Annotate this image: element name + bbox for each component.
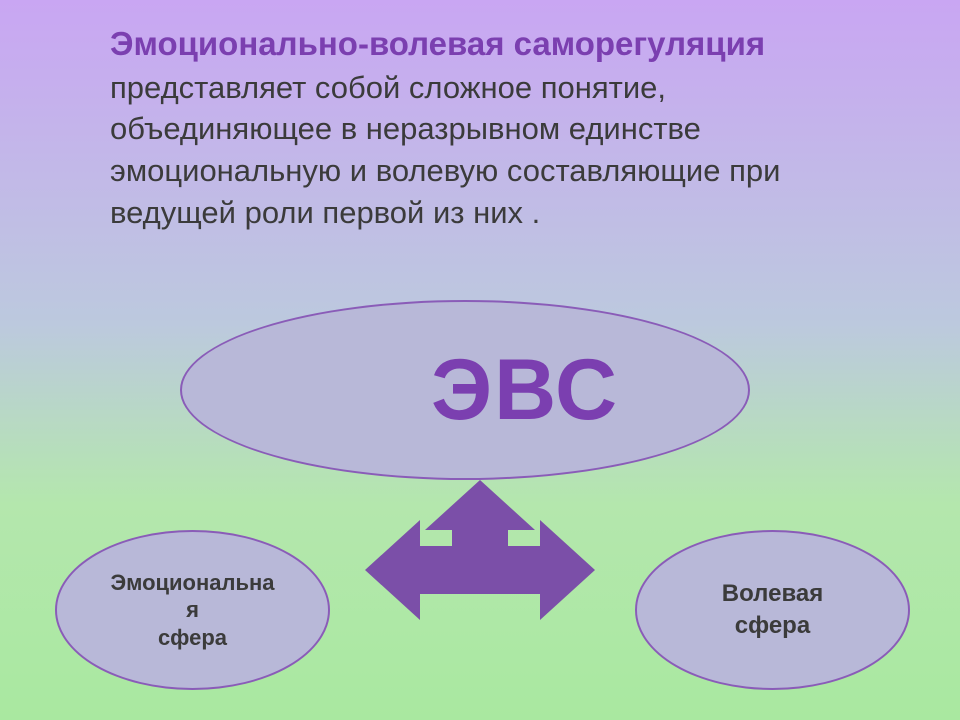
arrows-icon xyxy=(361,476,599,624)
left-node-line1: Эмоциональна xyxy=(110,570,274,595)
left-node-label: Эмоциональна я сфера xyxy=(57,569,328,652)
right-node-label: Волевая сфера xyxy=(637,578,908,643)
right-node-line1: Волевая xyxy=(722,580,823,607)
definition-paragraph: Эмоционально-волевая саморегуляция предс… xyxy=(110,22,880,234)
left-node-emotional: Эмоциональна я сфера xyxy=(55,530,330,690)
left-node-line2: я xyxy=(186,597,199,622)
right-node-volitional: Волевая сфера xyxy=(635,530,910,690)
right-node-line2: сфера xyxy=(735,612,810,639)
left-node-line3: сфера xyxy=(158,625,227,650)
slide-content: Эмоционально-волевая саморегуляция предс… xyxy=(0,0,960,720)
center-node-label: ЭВС xyxy=(182,341,748,440)
center-node-evs: ЭВС xyxy=(180,300,750,480)
definition-body: представляет собой сложное понятие, объе… xyxy=(110,70,780,231)
definition-title: Эмоционально-волевая саморегуляция xyxy=(110,25,765,62)
